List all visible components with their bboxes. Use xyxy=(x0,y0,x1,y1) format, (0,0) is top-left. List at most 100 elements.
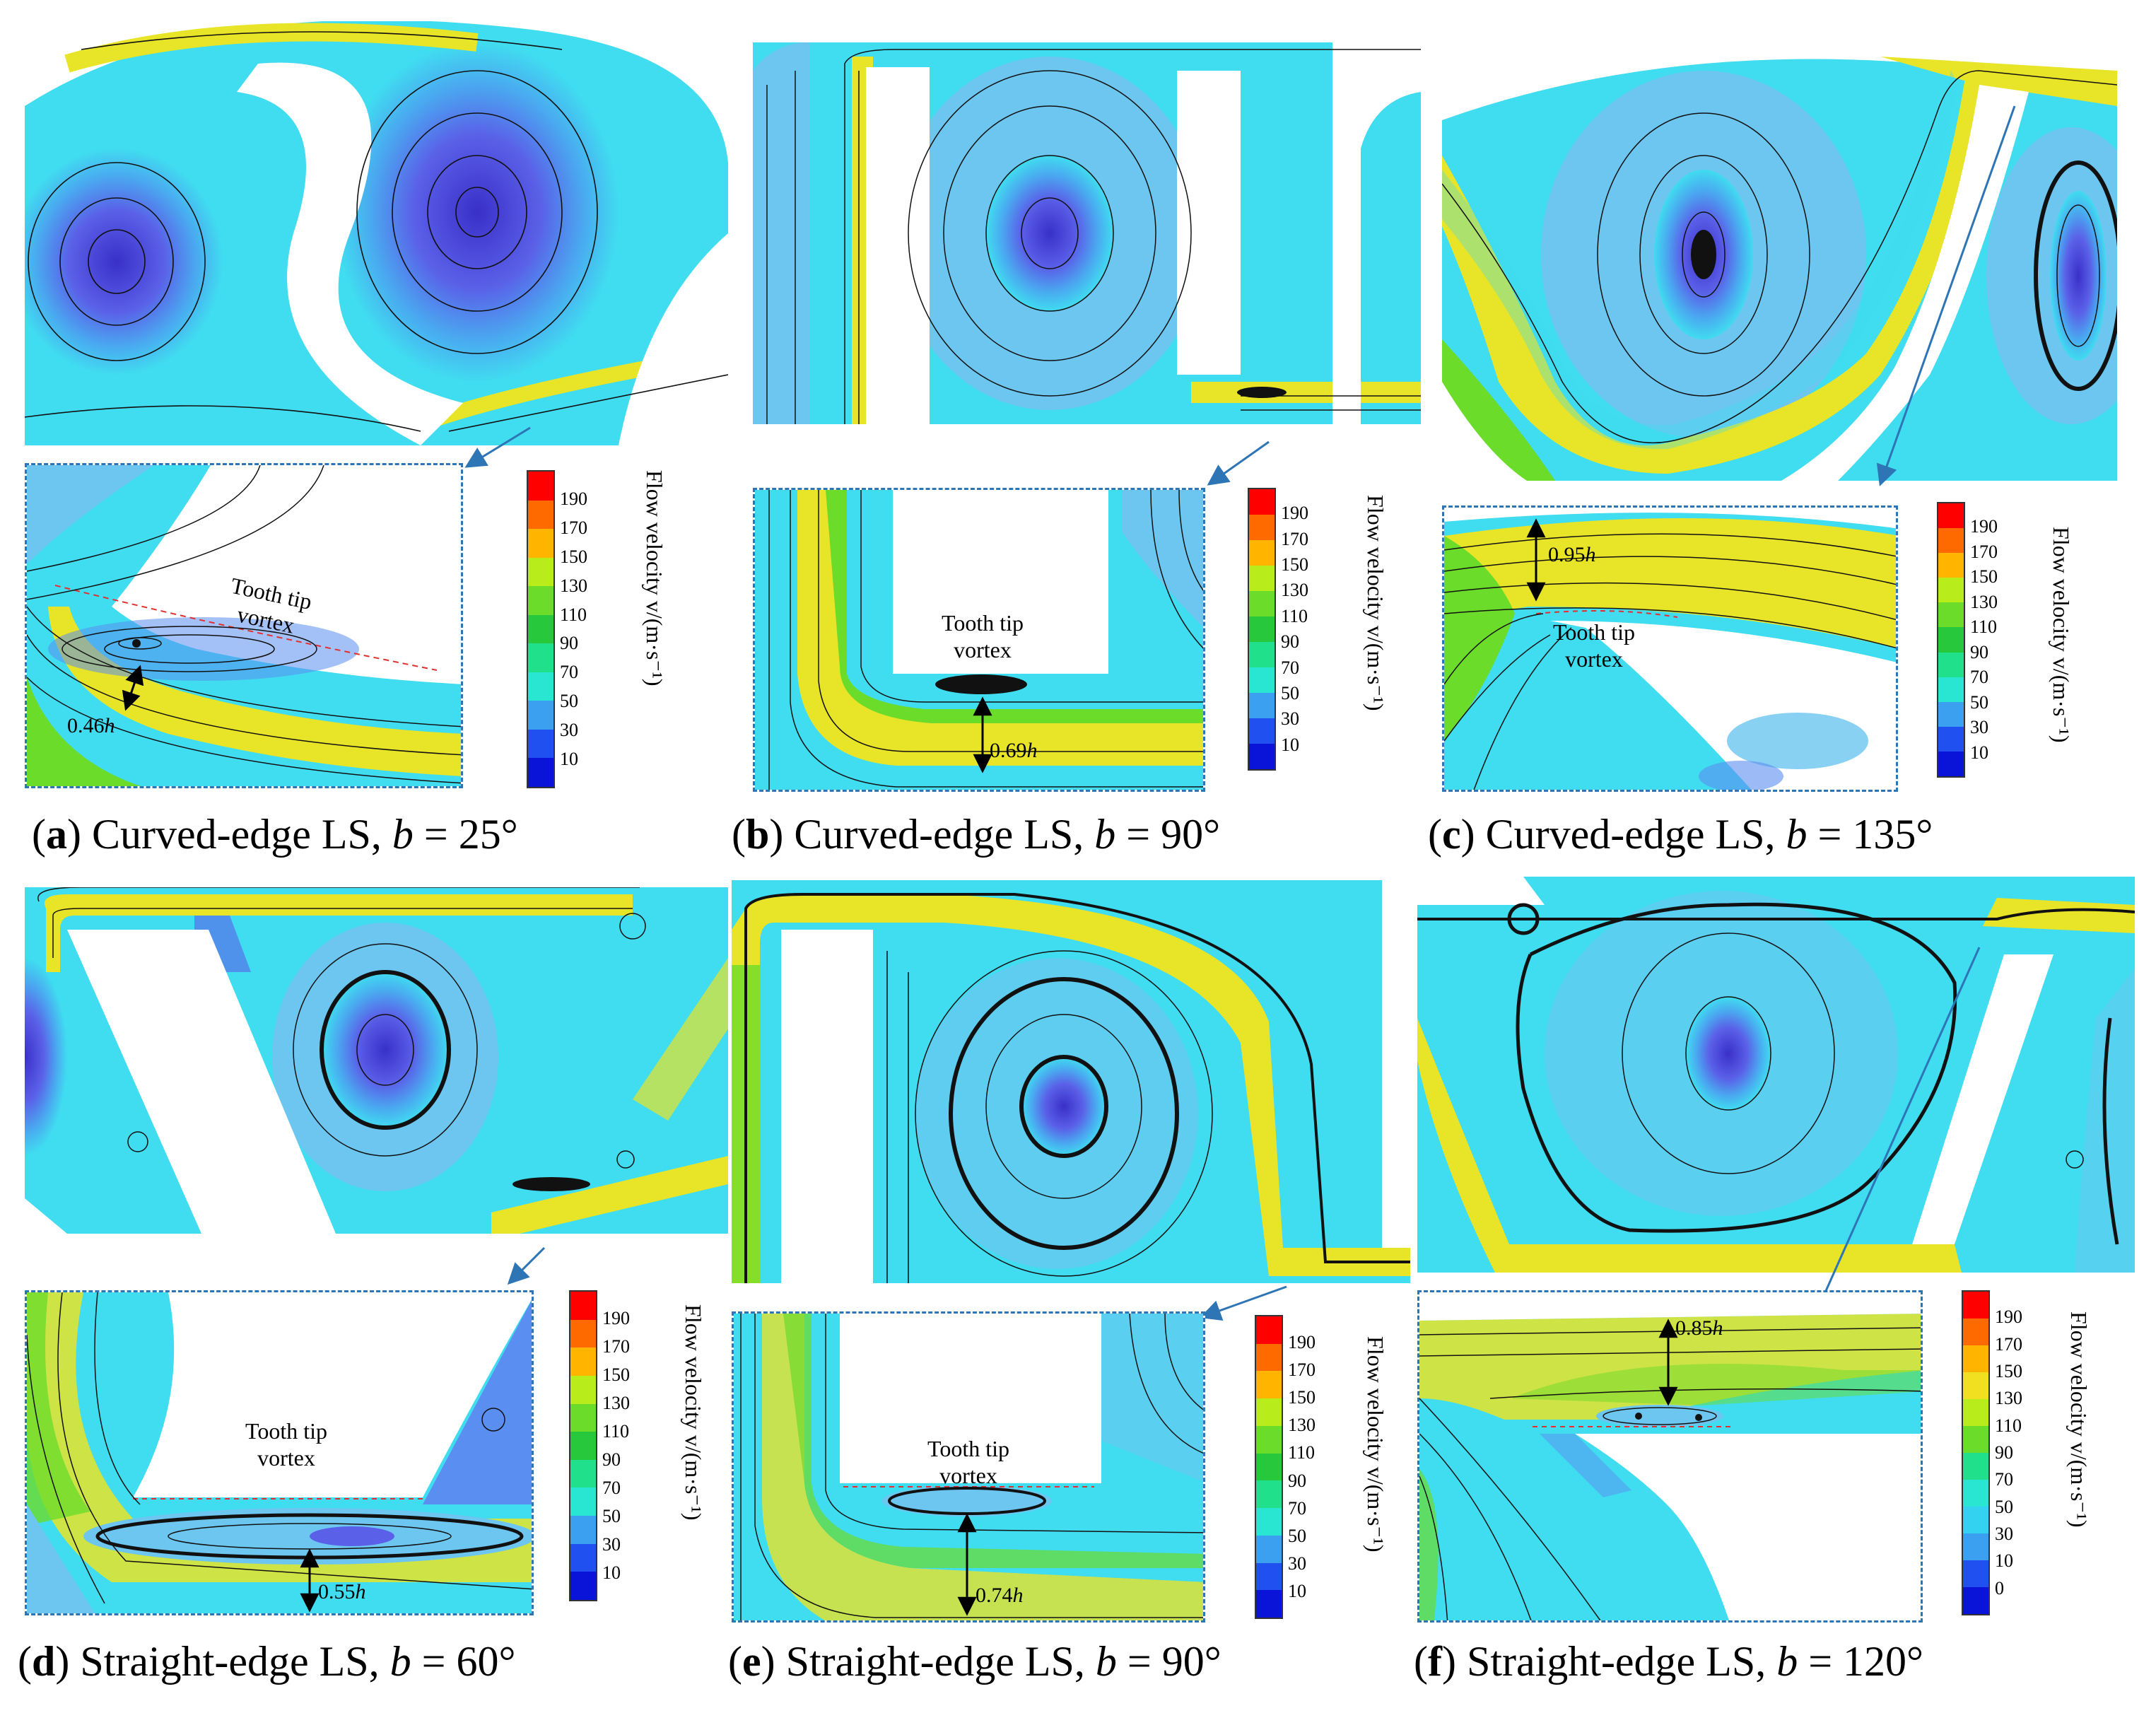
colorbar-segment xyxy=(1256,1480,1282,1509)
panel-c-vortex-label-line2: vortex xyxy=(1565,646,1623,672)
colorbar-segment xyxy=(1938,751,1964,777)
colorbar-segment xyxy=(1249,591,1275,616)
panel-b-zoom-inset xyxy=(753,488,1205,792)
colorbar-segment xyxy=(1249,693,1275,718)
colorbar-segment xyxy=(1938,602,1964,628)
colorbar-segment xyxy=(1256,1425,1282,1454)
panel-b-caption: (b) Curved-edge LS, b = 90° xyxy=(732,811,1221,858)
colorbar-segment xyxy=(1256,1316,1282,1344)
colorbar-segment xyxy=(1256,1453,1282,1481)
colorbar-tick-label: 190 xyxy=(1281,503,1308,524)
panel-d-main-view xyxy=(25,887,728,1234)
colorbar-tick-label: 130 xyxy=(1970,591,1998,612)
panel-e-colorbar xyxy=(1255,1315,1283,1619)
colorbar-tick-label: 170 xyxy=(602,1336,630,1357)
panel-d-vortex-label: Tooth tip vortex xyxy=(216,1417,357,1471)
colorbar-tick-label: 90 xyxy=(1288,1470,1306,1491)
panel-c-measure-value: 0.95 xyxy=(1548,543,1586,566)
panel-f-colorbar-title: Flow velocity v/(m·s⁻¹) xyxy=(2066,1311,2092,1528)
panel-d-colorbar-ticks: 190 170 150 130 110 90 70 50 30 10 xyxy=(602,1290,659,1601)
panel-d-caption-var: b xyxy=(389,1638,411,1685)
colorbar-segment xyxy=(528,701,553,730)
colorbar-tick-label: 110 xyxy=(1281,605,1308,626)
colorbar-segment xyxy=(1249,718,1275,744)
panel-b-vortex-label-line1: Tooth tip xyxy=(942,610,1024,636)
colorbar-segment xyxy=(528,500,553,530)
colorbar-tick-label: 10 xyxy=(1995,1550,2013,1572)
colorbar-tick-label: 90 xyxy=(1970,641,1988,662)
colorbar-tick-label: 90 xyxy=(1281,631,1299,653)
colorbar-segment xyxy=(1963,1399,1988,1426)
colorbar-segment xyxy=(1963,1453,1988,1480)
colorbar-segment xyxy=(528,472,553,501)
colorbar-tick-label: 70 xyxy=(560,662,578,683)
panel-e-main-view xyxy=(732,880,1410,1283)
panel-b-measure-unit: h xyxy=(1026,739,1038,762)
panel-c-measure-unit: h xyxy=(1585,543,1596,566)
panel-f-measure-unit: h xyxy=(1712,1316,1723,1340)
colorbar-segment xyxy=(1249,667,1275,693)
panel-e-vortex-label-line1: Tooth tip xyxy=(927,1436,1009,1461)
panel-f-caption-text: Straight-edge LS, xyxy=(1466,1638,1767,1685)
panel-d-caption-text: Straight-edge LS, xyxy=(80,1638,380,1685)
panel-b-caption-text: Curved-edge LS, xyxy=(794,811,1084,858)
panel-c-colorbar xyxy=(1937,502,1965,778)
panel-c-main-view xyxy=(1442,42,2117,481)
colorbar-segment xyxy=(570,1487,596,1516)
colorbar-segment xyxy=(1963,1507,1988,1533)
panel-b-colorbar xyxy=(1248,488,1276,771)
panel-b-caption-value: = 90° xyxy=(1126,811,1221,858)
colorbar-segment xyxy=(1249,744,1275,769)
colorbar-tick-label: 50 xyxy=(1995,1496,2013,1517)
panel-e-colorbar-ticks: 190 170 150 130 110 90 70 50 30 10 xyxy=(1288,1315,1344,1619)
colorbar-tick-label: 90 xyxy=(602,1449,621,1470)
panel-b-main-view xyxy=(753,42,1421,424)
panel-b-colorbar-ticks: 190 170 150 130 110 90 70 50 30 10 xyxy=(1281,488,1337,771)
panel-a-colorbar xyxy=(527,470,555,788)
colorbar-segment xyxy=(1963,1345,1988,1372)
panel-a-caption-var: b xyxy=(392,811,414,858)
colorbar-segment xyxy=(1256,1508,1282,1536)
colorbar-tick-label: 30 xyxy=(1970,717,1988,738)
colorbar-tick-label: 170 xyxy=(1281,528,1308,549)
colorbar-tick-label: 50 xyxy=(1281,682,1299,703)
colorbar-segment xyxy=(1256,1590,1282,1618)
panel-d-caption-letter: d xyxy=(31,1638,56,1685)
colorbar-tick-label: 130 xyxy=(1281,580,1308,601)
panel-e-caption-text: Straight-edge LS, xyxy=(785,1638,1085,1685)
colorbar-tick-label: 70 xyxy=(1281,657,1299,678)
panel-c-caption-value: = 135° xyxy=(1817,811,1933,858)
colorbar-tick-label: 10 xyxy=(560,749,578,770)
colorbar-segment xyxy=(570,1516,596,1544)
panel-d-vortex-label-line2: vortex xyxy=(257,1445,315,1471)
colorbar-segment xyxy=(528,758,553,788)
colorbar-segment xyxy=(1963,1480,1988,1507)
panel-d-measure-value: 0.55 xyxy=(318,1580,356,1603)
panel-c-caption-var: b xyxy=(1786,811,1808,858)
panel-f-caption-var: b xyxy=(1776,1638,1798,1685)
colorbar-tick-label: 10 xyxy=(1970,742,1988,763)
panel-d-caption: (d) Straight-edge LS, b = 60° xyxy=(18,1638,516,1685)
panel-c-colorbar-title: Flow velocity v/(m·s⁻¹) xyxy=(2049,527,2074,743)
colorbar-tick-label: 10 xyxy=(1281,734,1299,755)
colorbar-tick-label: 150 xyxy=(1281,554,1308,575)
colorbar-segment xyxy=(1963,1426,1988,1453)
colorbar-tick-label: 190 xyxy=(1995,1306,2022,1328)
colorbar-segment xyxy=(1249,515,1275,540)
colorbar-tick-label: 90 xyxy=(560,633,578,654)
panel-c-measurement: 0.95h xyxy=(1548,543,1596,567)
panel-f-measure-value: 0.85 xyxy=(1675,1316,1713,1340)
panel-a-colorbar-title: Flow velocity v/(m·s⁻¹) xyxy=(642,470,667,686)
panel-a-main-view xyxy=(25,21,728,445)
panel-d-measure-unit: h xyxy=(355,1580,366,1603)
colorbar-tick-label: 70 xyxy=(602,1478,621,1498)
colorbar-tick-label: 30 xyxy=(1281,708,1299,730)
panel-e-caption-var: b xyxy=(1095,1638,1117,1685)
panel-a-colorbar-ticks: 190 170 150 130 110 90 70 50 30 10 xyxy=(560,470,616,788)
panel-f-caption: (f) Straight-edge LS, b = 120° xyxy=(1414,1638,1924,1685)
colorbar-segment xyxy=(528,643,553,672)
colorbar-segment xyxy=(528,529,553,558)
panel-a-zoom-inset xyxy=(25,463,463,788)
colorbar-segment xyxy=(528,614,553,644)
colorbar-segment xyxy=(570,1432,596,1460)
